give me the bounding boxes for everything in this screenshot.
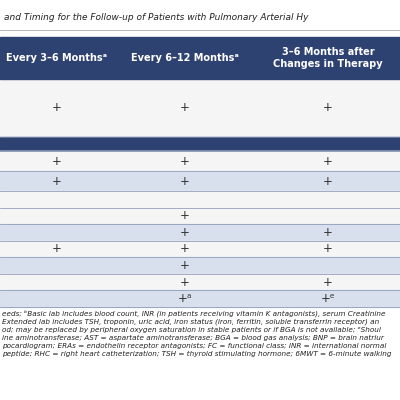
Text: +: + <box>323 242 333 256</box>
Text: +: + <box>180 175 190 188</box>
Text: +: + <box>180 155 190 168</box>
Text: +: + <box>180 226 190 239</box>
Text: +: + <box>52 175 62 188</box>
Bar <box>0 208 400 224</box>
Text: +: + <box>323 226 333 239</box>
Text: +: + <box>180 210 190 222</box>
Bar <box>0 274 400 290</box>
Bar <box>0 37 400 79</box>
Bar <box>0 137 400 152</box>
Text: +ᵉ: +ᵉ <box>321 292 335 305</box>
Text: +ᵃ: +ᵃ <box>178 292 192 305</box>
Text: +: + <box>180 276 190 288</box>
Text: +: + <box>180 242 190 256</box>
Text: +: + <box>323 175 333 188</box>
Text: +: + <box>180 259 190 272</box>
Text: +: + <box>52 155 62 168</box>
Text: +: + <box>323 101 333 114</box>
Bar <box>0 171 400 191</box>
Text: Changes in Therapy: Changes in Therapy <box>273 59 383 69</box>
Bar <box>0 257 400 274</box>
Text: 3–6 Months after: 3–6 Months after <box>282 47 374 57</box>
Bar <box>0 191 400 208</box>
Bar <box>0 241 400 257</box>
Text: eeds; ᵇBasic lab includes blood count, INR (in patients receiving vitamin K anta: eeds; ᵇBasic lab includes blood count, I… <box>2 309 392 357</box>
Text: and Timing for the Follow-up of Patients with Pulmonary Arterial Hy: and Timing for the Follow-up of Patients… <box>4 12 308 22</box>
Text: +: + <box>180 101 190 114</box>
Bar <box>0 290 400 307</box>
Text: +: + <box>52 101 62 114</box>
Bar <box>0 152 400 171</box>
Bar <box>0 224 400 241</box>
Text: +: + <box>323 155 333 168</box>
Text: Every 6–12 Monthsᵃ: Every 6–12 Monthsᵃ <box>131 53 239 63</box>
Text: Every 3–6 Monthsᵃ: Every 3–6 Monthsᵃ <box>6 53 108 63</box>
Text: +: + <box>323 276 333 288</box>
Text: +: + <box>52 242 62 256</box>
Bar <box>0 79 400 137</box>
